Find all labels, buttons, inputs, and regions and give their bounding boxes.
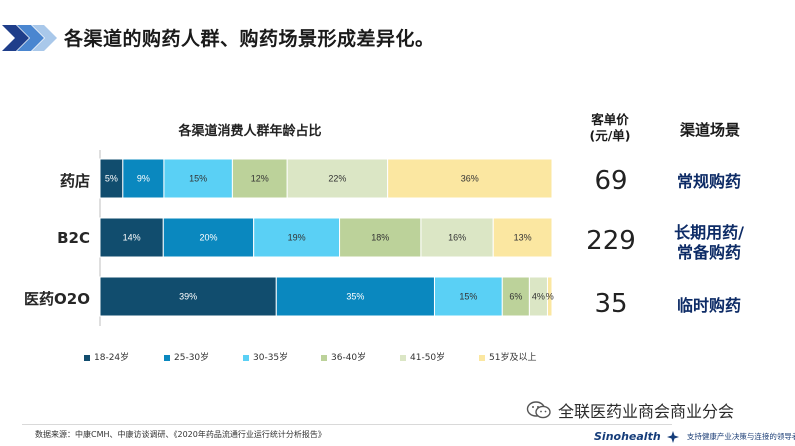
bar-data-label: 15% — [459, 292, 477, 302]
legend-swatch — [400, 354, 406, 361]
legend-swatch — [243, 354, 249, 361]
category-label-b2c: B2C — [57, 229, 90, 247]
bar-data-label: 5% — [105, 174, 118, 184]
legend-item: 30-35岁 — [243, 350, 288, 363]
channel-scene-header: 渠道场景 — [679, 121, 740, 139]
unit-price-header: 客单价 (元/单) — [589, 112, 631, 143]
bar-data-label: 22% — [328, 174, 346, 184]
legend-item: 18-24岁 — [84, 350, 129, 363]
unit-price-o2o: 35 — [594, 289, 628, 319]
legend-swatch — [84, 354, 90, 361]
bar-segment — [286, 158, 389, 199]
bar-data-label: 13% — [514, 233, 532, 243]
brand-star-icon — [666, 430, 679, 443]
brand-slogan: 支持健康产业决策与连接的领导者 — [686, 432, 795, 441]
page-title: 各渠道的购药人群、购药场景形成差异化。 — [64, 28, 435, 50]
bar-data-label: 4% — [532, 292, 545, 302]
footer-divider — [22, 424, 672, 425]
bar-segment — [275, 276, 435, 317]
scene-pharmacy: 常规购药 — [676, 172, 741, 191]
bar-data-label: 14% — [123, 233, 141, 243]
title-chevron-icon — [2, 25, 57, 51]
chart-title: 各渠道消费人群年龄占比 — [178, 124, 322, 139]
bar-data-label: % — [546, 292, 554, 302]
bar-segment — [492, 217, 553, 258]
bar-segment — [122, 158, 165, 199]
bar-data-label: 36% — [461, 174, 479, 184]
bar-data-label: 19% — [288, 233, 306, 243]
legend-swatch — [164, 354, 170, 361]
brand-footer: Sinohealth 支持健康产业决策与连接的领导者 — [594, 426, 795, 445]
scene-o2o: 临时购药 — [676, 296, 741, 315]
bar-segment — [253, 217, 341, 258]
legend-swatch — [479, 354, 485, 361]
bar-data-label: 15% — [189, 174, 207, 184]
data-source-note: 数据来源：中康CMH、中康访谈调研、《2020年药品流通行业运行统计分析报告》 — [35, 430, 326, 439]
brand-logo: Sinohealth — [594, 430, 661, 443]
wechat-icon — [526, 401, 551, 419]
bar-segment — [163, 158, 233, 199]
bar-segment — [387, 158, 553, 199]
bar-data-label: 18% — [371, 233, 389, 243]
bar-data-label: 35% — [346, 292, 364, 302]
legend-swatch — [321, 354, 327, 361]
bar-segment — [433, 276, 503, 317]
category-label-o2o: 医药O2O — [24, 290, 90, 308]
bar-segment — [162, 217, 255, 258]
category-label-pharmacy: 药店 — [59, 172, 90, 190]
scene-b2c: 长期用药/ 常备购药 — [674, 223, 744, 262]
legend-item: 41-50岁 — [400, 350, 445, 363]
watermark: 全联医药业商会商业分会 — [526, 398, 734, 422]
unit-price-pharmacy: 69 — [594, 166, 628, 196]
bar-data-label: 6% — [509, 292, 522, 302]
bar-data-label: 20% — [199, 233, 217, 243]
bar-segment — [501, 276, 530, 317]
bar-segment — [231, 158, 288, 199]
bar-segment — [420, 217, 494, 258]
unit-price-b2c: 229 — [586, 226, 636, 256]
bar-segment — [339, 217, 422, 258]
bar-data-label: 39% — [179, 292, 197, 302]
legend-item: 36-40岁 — [321, 350, 366, 363]
bar-data-label: 9% — [137, 174, 150, 184]
legend-item: 25-30岁 — [164, 350, 209, 363]
bar-segment — [546, 276, 553, 317]
bar-data-label: 12% — [251, 174, 269, 184]
bar-segment — [99, 276, 277, 317]
bar-data-label: 16% — [448, 233, 466, 243]
bar-segment — [99, 217, 164, 258]
legend-item: 51岁及以上 — [479, 350, 536, 363]
